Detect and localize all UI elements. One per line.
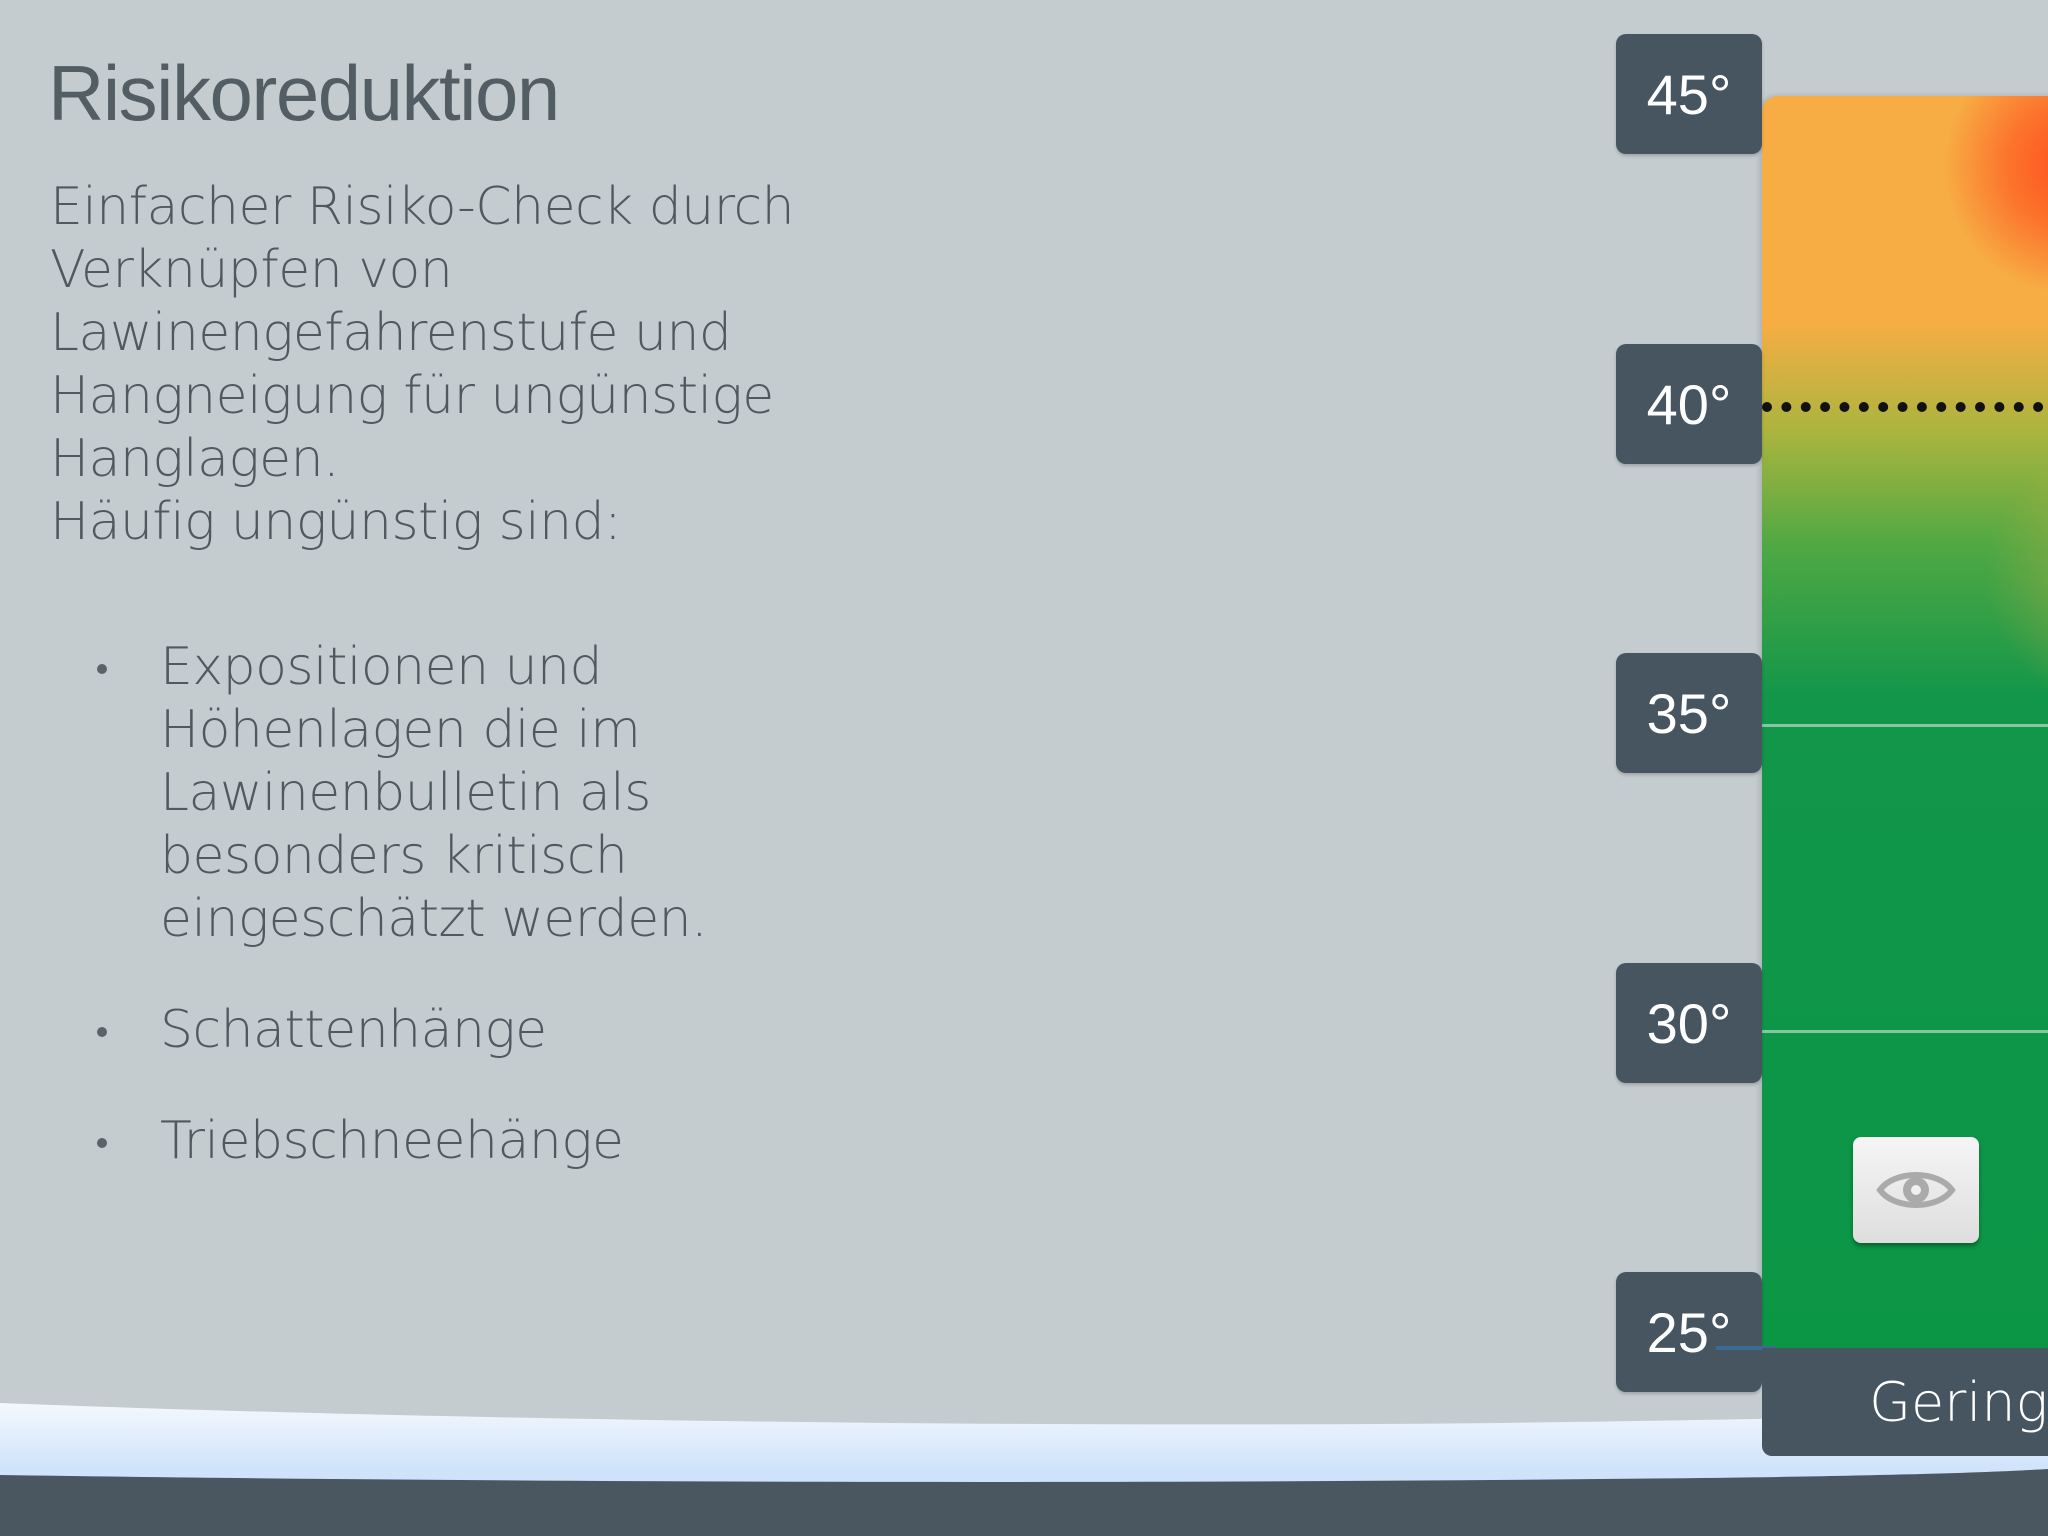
slope-tick-25: 25°: [1616, 1272, 1762, 1392]
description-text: Einfacher Risiko-Check durch Verknüpfen …: [50, 177, 795, 489]
bullet-dot: [97, 1138, 107, 1148]
medium-risk-zone: [1982, 396, 2048, 756]
gridline-35: [1762, 724, 2048, 727]
slope-tick-30: 30°: [1616, 963, 1762, 1083]
list-item: Expositionen und Höhenlagen die im Lawin…: [0, 636, 920, 951]
list-item: Triebschneehänge: [0, 1110, 920, 1173]
view-toggle-button[interactable]: [1853, 1137, 1979, 1243]
list-item-text: Triebschneehänge: [160, 1111, 624, 1171]
subheading: Häufig ungünstig sind:: [50, 492, 622, 552]
page-title: Risikoreduktion: [48, 49, 560, 137]
eye-icon: [1876, 1172, 1956, 1208]
list-item: Schattenhänge: [0, 999, 920, 1062]
bullet-dot: [97, 1027, 107, 1037]
slope-tick-45: 45°: [1616, 34, 1762, 154]
gridline-30: [1762, 1030, 2048, 1033]
bullet-dot: [97, 664, 107, 674]
slope-tick-35: 35°: [1616, 653, 1762, 773]
bullet-list: Expositionen und Höhenlagen die im Lawin…: [0, 636, 960, 1221]
slope-tick-40: 40°: [1616, 344, 1762, 464]
danger-level-text: Gering: [1869, 1370, 2048, 1434]
axis-connector: [1716, 1346, 1776, 1350]
list-item-text: Expositionen und Höhenlagen die im Lawin…: [160, 637, 708, 949]
threshold-40-line: [1762, 402, 2048, 412]
list-item-text: Schattenhänge: [160, 1000, 547, 1060]
snow-slope-illustration: [0, 1403, 2048, 1536]
danger-level-label: Gering: [1762, 1348, 2048, 1456]
high-risk-zone: [1942, 96, 2048, 296]
